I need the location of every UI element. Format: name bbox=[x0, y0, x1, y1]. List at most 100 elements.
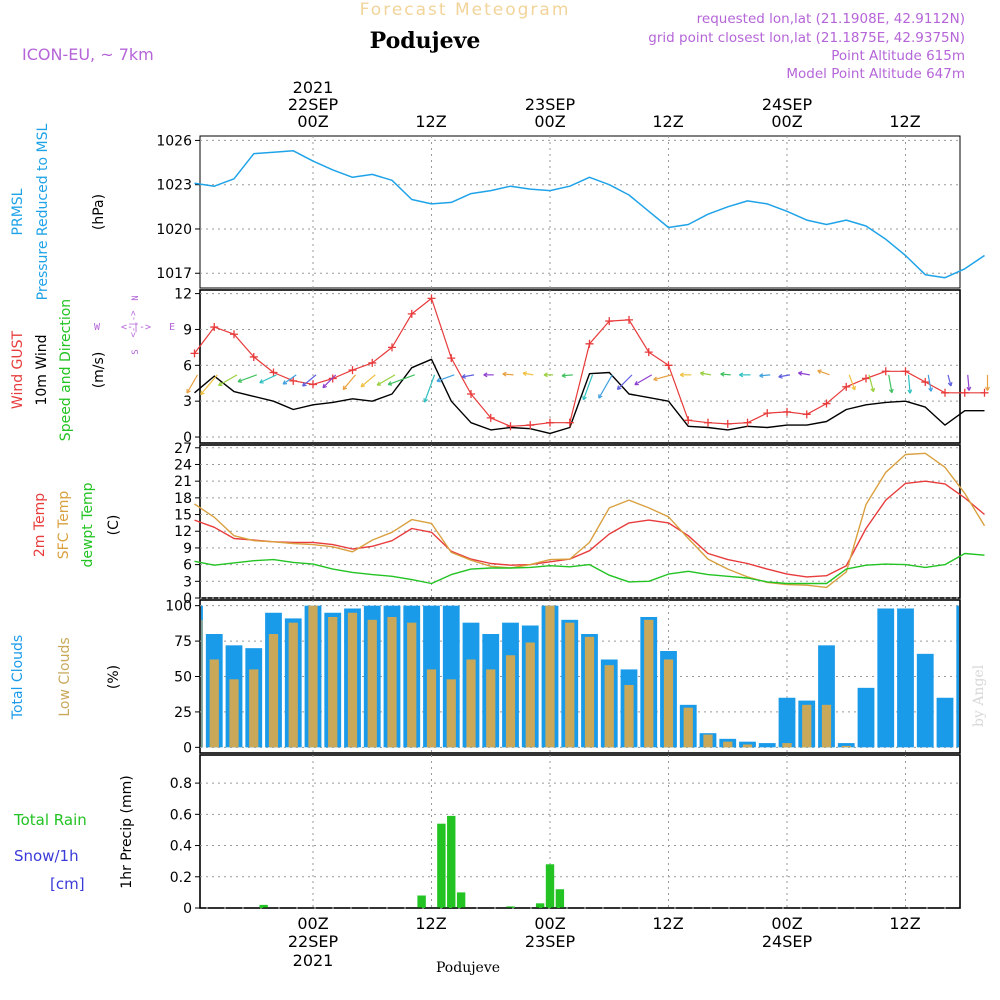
ytick-label: 0.2 bbox=[170, 870, 192, 886]
top-date-1: 22SEP bbox=[288, 95, 339, 114]
gust-marker bbox=[684, 416, 693, 425]
bottom-tick-1: 00Z bbox=[297, 914, 328, 933]
precip-unit: 1hr Precip (mm) bbox=[119, 775, 135, 888]
bottom-tick-5: 00Z bbox=[771, 914, 802, 933]
temp-unit: (C) bbox=[106, 515, 122, 536]
low-cloud-bar bbox=[565, 622, 575, 748]
wind-arrow-head bbox=[907, 389, 913, 394]
low-cloud-bar bbox=[624, 685, 634, 748]
wind-arrow bbox=[720, 373, 731, 376]
wind-arrow bbox=[868, 374, 875, 392]
wind-arrow-head bbox=[679, 372, 684, 378]
ytick-label: 0 bbox=[183, 740, 192, 756]
top-tick-4: 12Z bbox=[652, 112, 683, 131]
low-cloud-bar bbox=[525, 642, 535, 748]
total-cloud-bar bbox=[877, 608, 895, 748]
top-tick-6: 12Z bbox=[889, 112, 920, 131]
wind-arrow-head bbox=[259, 379, 264, 384]
bottom-location: Podujeve bbox=[436, 960, 500, 976]
wind-arrow bbox=[598, 374, 613, 399]
snow-unit-label: [cm] bbox=[50, 875, 85, 893]
model-label: ICON-EU, ~ 7km bbox=[22, 45, 154, 64]
wind-panel-frame bbox=[199, 289, 961, 444]
wind-arrow-head bbox=[759, 373, 764, 378]
gust-marker bbox=[309, 380, 317, 389]
low-cloud-bar bbox=[505, 655, 516, 748]
ytick-label: 0 bbox=[183, 430, 192, 446]
gust-marker bbox=[842, 382, 851, 391]
pressure-label-1: PRMSL bbox=[10, 188, 26, 235]
dewpoint-line bbox=[194, 552, 985, 585]
top-tick-5: 00Z bbox=[771, 112, 802, 131]
location-title: Podujeve bbox=[370, 28, 481, 54]
low-cloud-bar bbox=[841, 745, 851, 748]
gust-marker bbox=[526, 421, 535, 430]
wind-arrow-head bbox=[237, 378, 243, 383]
wind-arrow bbox=[259, 374, 277, 384]
ytick-label: 0.4 bbox=[170, 839, 192, 855]
wind-arrow-head bbox=[720, 371, 725, 377]
compass-ns-axis: <-|-> bbox=[129, 310, 139, 338]
low-cloud-bar bbox=[782, 743, 792, 748]
wind-line bbox=[194, 358, 985, 435]
wind-arrow bbox=[436, 374, 455, 382]
wind-arrow bbox=[848, 374, 856, 391]
bottom-date-1: 22SEP bbox=[288, 932, 339, 951]
wind-arrow-head bbox=[461, 374, 466, 379]
gust-marker bbox=[980, 388, 989, 397]
low-cloud-bar bbox=[545, 605, 555, 748]
wind-arrow bbox=[200, 374, 218, 396]
gust-marker bbox=[783, 407, 791, 416]
gust-marker bbox=[407, 309, 416, 318]
rain-bar bbox=[555, 889, 565, 908]
wind-arrow-head bbox=[582, 395, 587, 401]
gust-marker bbox=[230, 330, 238, 339]
gust-marker bbox=[190, 349, 199, 358]
gridpoint-coords: grid point closest lon,lat (21.1875E, 42… bbox=[648, 30, 965, 46]
wind-arrow bbox=[282, 374, 297, 385]
ytick-label: 1026 bbox=[156, 133, 192, 149]
ytick-label: 9 bbox=[183, 541, 192, 557]
ytick-label: 1017 bbox=[156, 266, 192, 282]
gust-marker bbox=[467, 389, 475, 398]
wind-arrow-head bbox=[699, 371, 705, 376]
wind-arrow-head bbox=[739, 372, 744, 378]
rain-bar bbox=[545, 864, 555, 908]
wind-arrow bbox=[186, 374, 199, 394]
wind-arrow bbox=[561, 374, 573, 377]
credit-label: by Angel bbox=[971, 664, 987, 727]
model-altitude: Model Point Altitude 647m bbox=[786, 66, 965, 82]
rain-bar bbox=[259, 904, 268, 908]
gust-marker bbox=[802, 410, 811, 419]
wind-arrow-head bbox=[360, 382, 366, 388]
low-cloud-bar bbox=[821, 704, 832, 748]
temp-label-1: 2m Temp bbox=[32, 493, 48, 557]
wind-label-2: 10m Wind bbox=[34, 334, 50, 405]
total-cloud-bar bbox=[778, 697, 796, 748]
pressure-unit: (hPa) bbox=[91, 194, 107, 230]
ytick-label: 3 bbox=[183, 394, 192, 410]
low-cloud-bar bbox=[426, 669, 437, 748]
gust-marker bbox=[486, 413, 495, 422]
low-cloud-bar bbox=[249, 669, 259, 748]
wind-arrow bbox=[502, 373, 514, 376]
low-cloud-bar bbox=[446, 679, 456, 748]
ytick-label: 15 bbox=[174, 508, 192, 524]
wind-arrow-head bbox=[502, 371, 507, 377]
meteogram-title: Forecast Meteogram bbox=[360, 0, 571, 20]
low-cloud-bar bbox=[663, 659, 674, 748]
ytick-label: 0 bbox=[183, 901, 192, 917]
wind-arrow-head bbox=[423, 398, 428, 403]
wind-arrow-head bbox=[218, 381, 223, 387]
sfc-temp-line bbox=[194, 452, 986, 589]
wind-arrow-head bbox=[870, 387, 876, 393]
wind-arrow-head bbox=[200, 390, 205, 396]
wind-arrow-head bbox=[851, 385, 856, 391]
bottom-tick-3: 00Z bbox=[534, 914, 565, 933]
precip-panel: 0 0.2 0.4 0.6 0.8 bbox=[170, 754, 961, 917]
wind-arrow-head bbox=[598, 394, 603, 399]
ytick-label: 27 bbox=[174, 441, 192, 457]
wind-arrow-head bbox=[653, 376, 658, 382]
rain-bar bbox=[506, 906, 515, 908]
low-cloud-bar bbox=[387, 617, 397, 748]
